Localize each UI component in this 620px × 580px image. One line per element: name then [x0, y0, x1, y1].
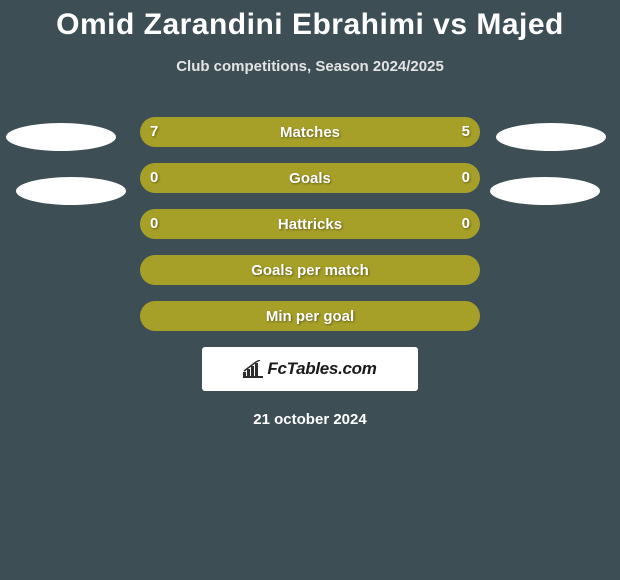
stat-label: Matches [280, 124, 340, 141]
stat-label: Hattricks [278, 216, 342, 233]
stat-row-hattricks: Hattricks 0 0 [0, 209, 620, 239]
bar-chart-icon [243, 360, 263, 378]
stat-value-right: 0 [462, 209, 470, 239]
stat-value-right: 5 [462, 117, 470, 147]
stat-row-min-per-goal: Min per goal [0, 301, 620, 331]
stat-value-right: 0 [462, 163, 470, 193]
stat-bar: Min per goal [140, 301, 480, 331]
stat-bar: Goals per match [140, 255, 480, 285]
stat-bar: Goals [140, 163, 480, 193]
page-title: Omid Zarandini Ebrahimi vs Majed [0, 0, 620, 42]
stat-label: Goals per match [251, 262, 369, 279]
stat-label: Min per goal [266, 308, 354, 325]
source-logo-text: FcTables.com [267, 359, 376, 379]
stat-value-left: 0 [150, 163, 158, 193]
stat-value-left: 7 [150, 117, 158, 147]
stat-bar: Matches [140, 117, 480, 147]
stat-row-goals-per-match: Goals per match [0, 255, 620, 285]
stat-bar: Hattricks [140, 209, 480, 239]
page-subtitle: Club competitions, Season 2024/2025 [0, 58, 620, 75]
source-logo: FcTables.com [202, 347, 418, 391]
stat-label: Goals [289, 170, 331, 187]
stat-row-goals: Goals 0 0 [0, 163, 620, 193]
date-text: 21 october 2024 [0, 411, 620, 428]
stat-row-matches: Matches 7 5 [0, 117, 620, 147]
stat-value-left: 0 [150, 209, 158, 239]
